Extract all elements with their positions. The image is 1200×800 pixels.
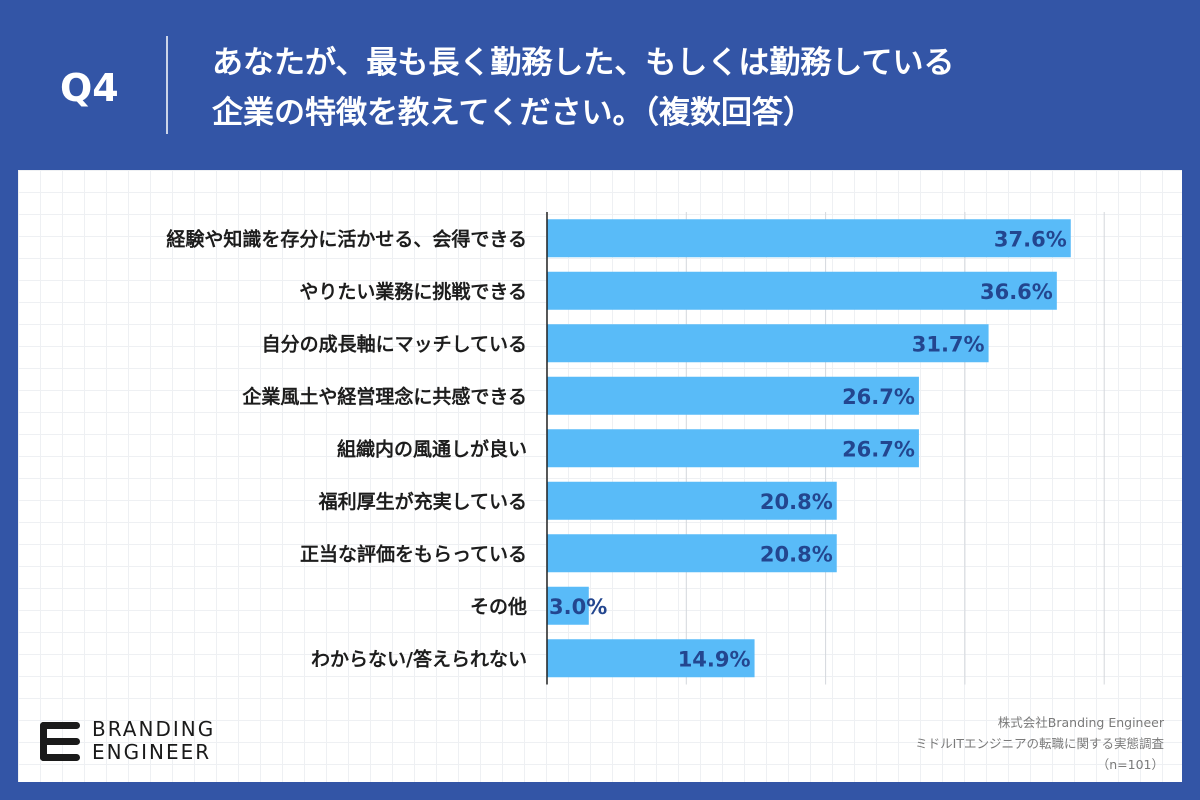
question-title-line1: あなたが、最も長く勤務した、もしくは勤務している — [212, 45, 955, 81]
value-label: 26.7% — [842, 385, 915, 409]
category-label: 経験や知識を存分に活かせる、会得できる — [166, 227, 527, 250]
chart-panel: 経験や知識を存分に活かせる、会得できる 37.6% やりたい業務に挑戦できる 36.6… — [18, 170, 1182, 782]
logo-mark-icon — [40, 722, 80, 761]
category-label: 組織内の風通しが良い — [337, 437, 527, 460]
value-label: 36.6% — [980, 280, 1053, 304]
source-survey: ミドルITエンジニアの転職に関する実態調査 — [915, 736, 1164, 751]
value-label: 14.9% — [678, 647, 751, 671]
category-label: わからない/答えられない — [311, 647, 527, 670]
category-label: 企業風土や経営理念に共感できる — [241, 385, 527, 408]
bar — [547, 534, 837, 573]
value-label: 31.7% — [912, 332, 985, 356]
header-divider — [166, 36, 168, 134]
bar — [547, 219, 1071, 258]
value-label: 20.8% — [760, 490, 833, 514]
bar — [547, 429, 919, 468]
category-label: その他 — [470, 595, 527, 618]
logo-text: BRANDING ENGINEER — [92, 718, 215, 764]
header: Q4 あなたが、最も長く勤務した、もしくは勤務している 企業の特徴を教えてくださ… — [0, 0, 1200, 170]
value-label: 26.7% — [842, 437, 915, 461]
category-label: 自分の成長軸にマッチしている — [262, 332, 527, 355]
bar — [547, 271, 1057, 310]
bar — [547, 586, 589, 625]
value-label: 20.8% — [760, 542, 833, 566]
source-note: 株式会社Branding Engineer ミドルITエンジニアの転職に関する実… — [915, 712, 1164, 775]
bar — [547, 639, 755, 678]
bar — [547, 324, 989, 363]
category-label: やりたい業務に挑戦できる — [299, 280, 527, 303]
question-number: Q4 — [60, 66, 119, 110]
logo-text-line2: ENGINEER — [92, 740, 212, 764]
value-label: 3.0% — [549, 595, 607, 619]
question-title-line2: 企業の特徴を教えてください。（複数回答） — [212, 95, 815, 131]
source-company: 株式会社Branding Engineer — [997, 715, 1164, 730]
logo-text-line1: BRANDING — [92, 717, 216, 741]
source-sample-size: （n=101） — [1096, 757, 1164, 772]
bar — [547, 376, 919, 415]
category-label: 正当な評価をもらっている — [300, 542, 527, 565]
category-label: 福利厚生が充実している — [318, 490, 527, 513]
bar — [547, 481, 837, 520]
bar-chart: 経験や知識を存分に活かせる、会得できる 37.6% やりたい業務に挑戦できる 36.6… — [166, 212, 1105, 685]
value-label: 37.6% — [994, 227, 1067, 251]
question-title: あなたが、最も長く勤務した、もしくは勤務している 企業の特徴を教えてください。（… — [212, 38, 1172, 138]
brand-logo: BRANDING ENGINEER — [40, 718, 260, 768]
